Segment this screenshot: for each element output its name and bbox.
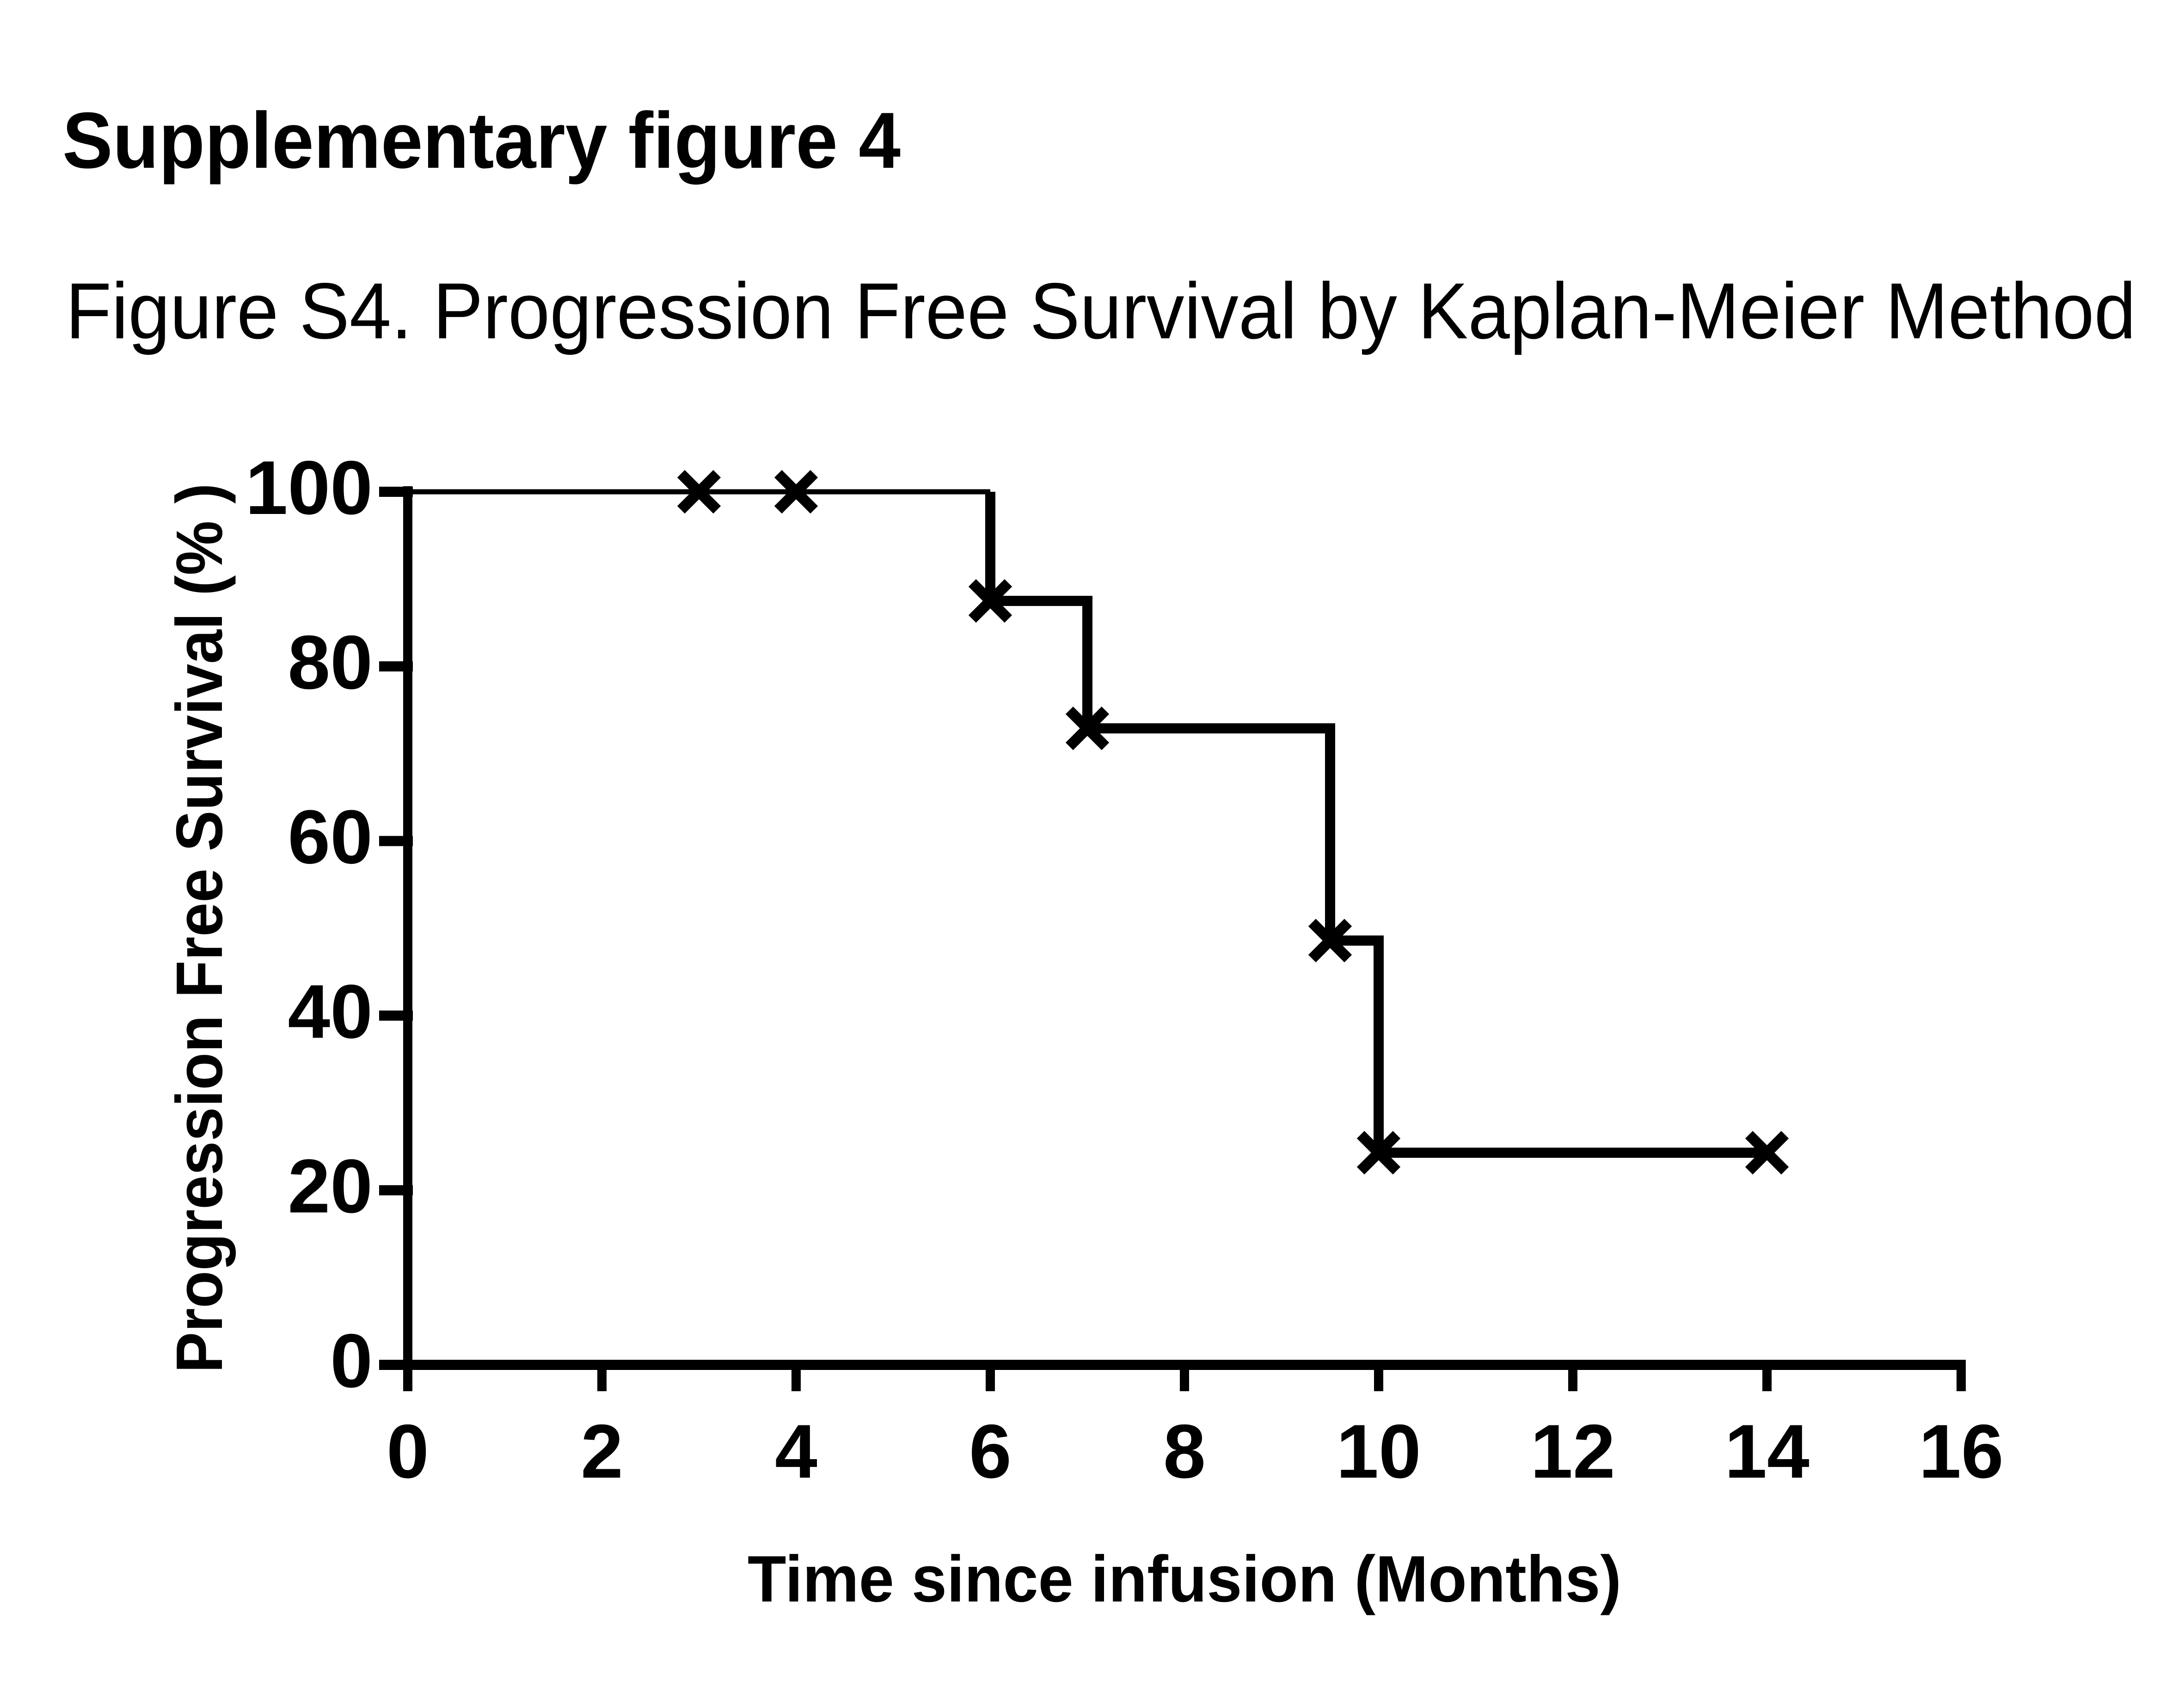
x-tick-label: 6 <box>969 1409 1012 1494</box>
censor-markers <box>677 470 1789 1175</box>
x-tick-label: 8 <box>1163 1409 1206 1494</box>
x-marker-stroke <box>774 470 818 514</box>
km-curve <box>408 489 1767 1158</box>
x-marker-stroke <box>1308 918 1352 963</box>
x-tick-label: 14 <box>1724 1409 1810 1494</box>
y-tick-label: 20 <box>288 1143 373 1229</box>
x-marker-stroke <box>1065 706 1110 751</box>
x-tick-label: 10 <box>1336 1409 1421 1494</box>
x-tick-label: 0 <box>386 1409 429 1494</box>
x-marker-stroke <box>968 579 1012 623</box>
y-tick-label: 0 <box>330 1318 373 1403</box>
y-tick-label: 100 <box>245 445 373 530</box>
x-tick-label: 12 <box>1530 1409 1615 1494</box>
x-axis-title: Time since infusion (Months) <box>748 1542 1621 1616</box>
y-tick-label: 80 <box>288 620 373 705</box>
figure-title: Supplementary figure 4 <box>62 96 901 185</box>
y-tick-label: 60 <box>288 795 373 880</box>
x-marker-stroke <box>1356 1131 1401 1175</box>
x-tick-label: 2 <box>581 1409 623 1494</box>
km-step-line <box>985 492 1767 1158</box>
x-marker <box>677 470 721 514</box>
x-marker <box>968 579 1012 623</box>
figure-caption: Figure S4. Progression Free Survival by … <box>66 267 2136 355</box>
x-marker-stroke <box>677 470 721 514</box>
y-tick-label: 40 <box>288 969 373 1054</box>
x-marker-stroke <box>1745 1131 1789 1175</box>
y-axis-title: Progression Free Survival (% ) <box>163 483 236 1373</box>
x-tick-label: 4 <box>775 1409 817 1494</box>
x-marker <box>1356 1131 1401 1175</box>
x-marker <box>1065 706 1110 751</box>
x-marker <box>1745 1131 1789 1175</box>
axis-ticks: 0 2 4 6 8 10 12 14 16 0 20 40 60 80 100 <box>245 445 2004 1494</box>
x-marker <box>774 470 818 514</box>
x-marker <box>1308 918 1352 963</box>
x-tick-label: 16 <box>1919 1409 2004 1494</box>
axes <box>403 486 1966 1370</box>
